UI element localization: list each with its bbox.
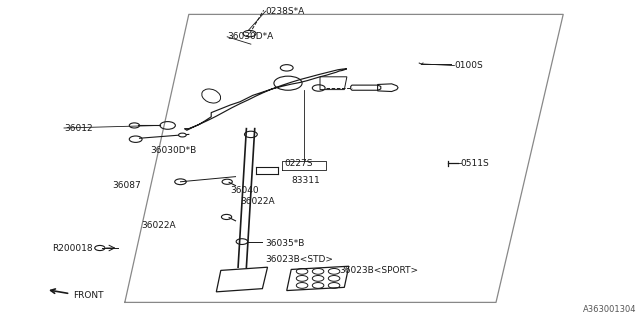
Text: 0100S: 0100S: [454, 61, 483, 70]
Text: 36012: 36012: [64, 124, 93, 132]
Text: 83311: 83311: [291, 176, 320, 185]
Text: 36022A: 36022A: [240, 197, 275, 206]
Text: 36035*B: 36035*B: [266, 239, 305, 248]
Text: 36023B<STD>: 36023B<STD>: [266, 255, 333, 264]
Text: 0227S: 0227S: [285, 159, 314, 168]
Text: 36030D*B: 36030D*B: [150, 146, 196, 155]
Text: FRONT: FRONT: [74, 291, 104, 300]
Circle shape: [179, 133, 186, 137]
Text: 36040: 36040: [230, 186, 259, 195]
Text: 36030D*A: 36030D*A: [227, 32, 273, 41]
Text: R200018: R200018: [52, 244, 93, 253]
Text: 36087: 36087: [112, 181, 141, 190]
Text: 36023B<SPORT>: 36023B<SPORT>: [339, 266, 419, 275]
Text: 36022A: 36022A: [141, 221, 175, 230]
Text: 0511S: 0511S: [461, 159, 490, 168]
Text: A363001304: A363001304: [583, 305, 637, 314]
Text: 0238S*A: 0238S*A: [266, 7, 305, 16]
